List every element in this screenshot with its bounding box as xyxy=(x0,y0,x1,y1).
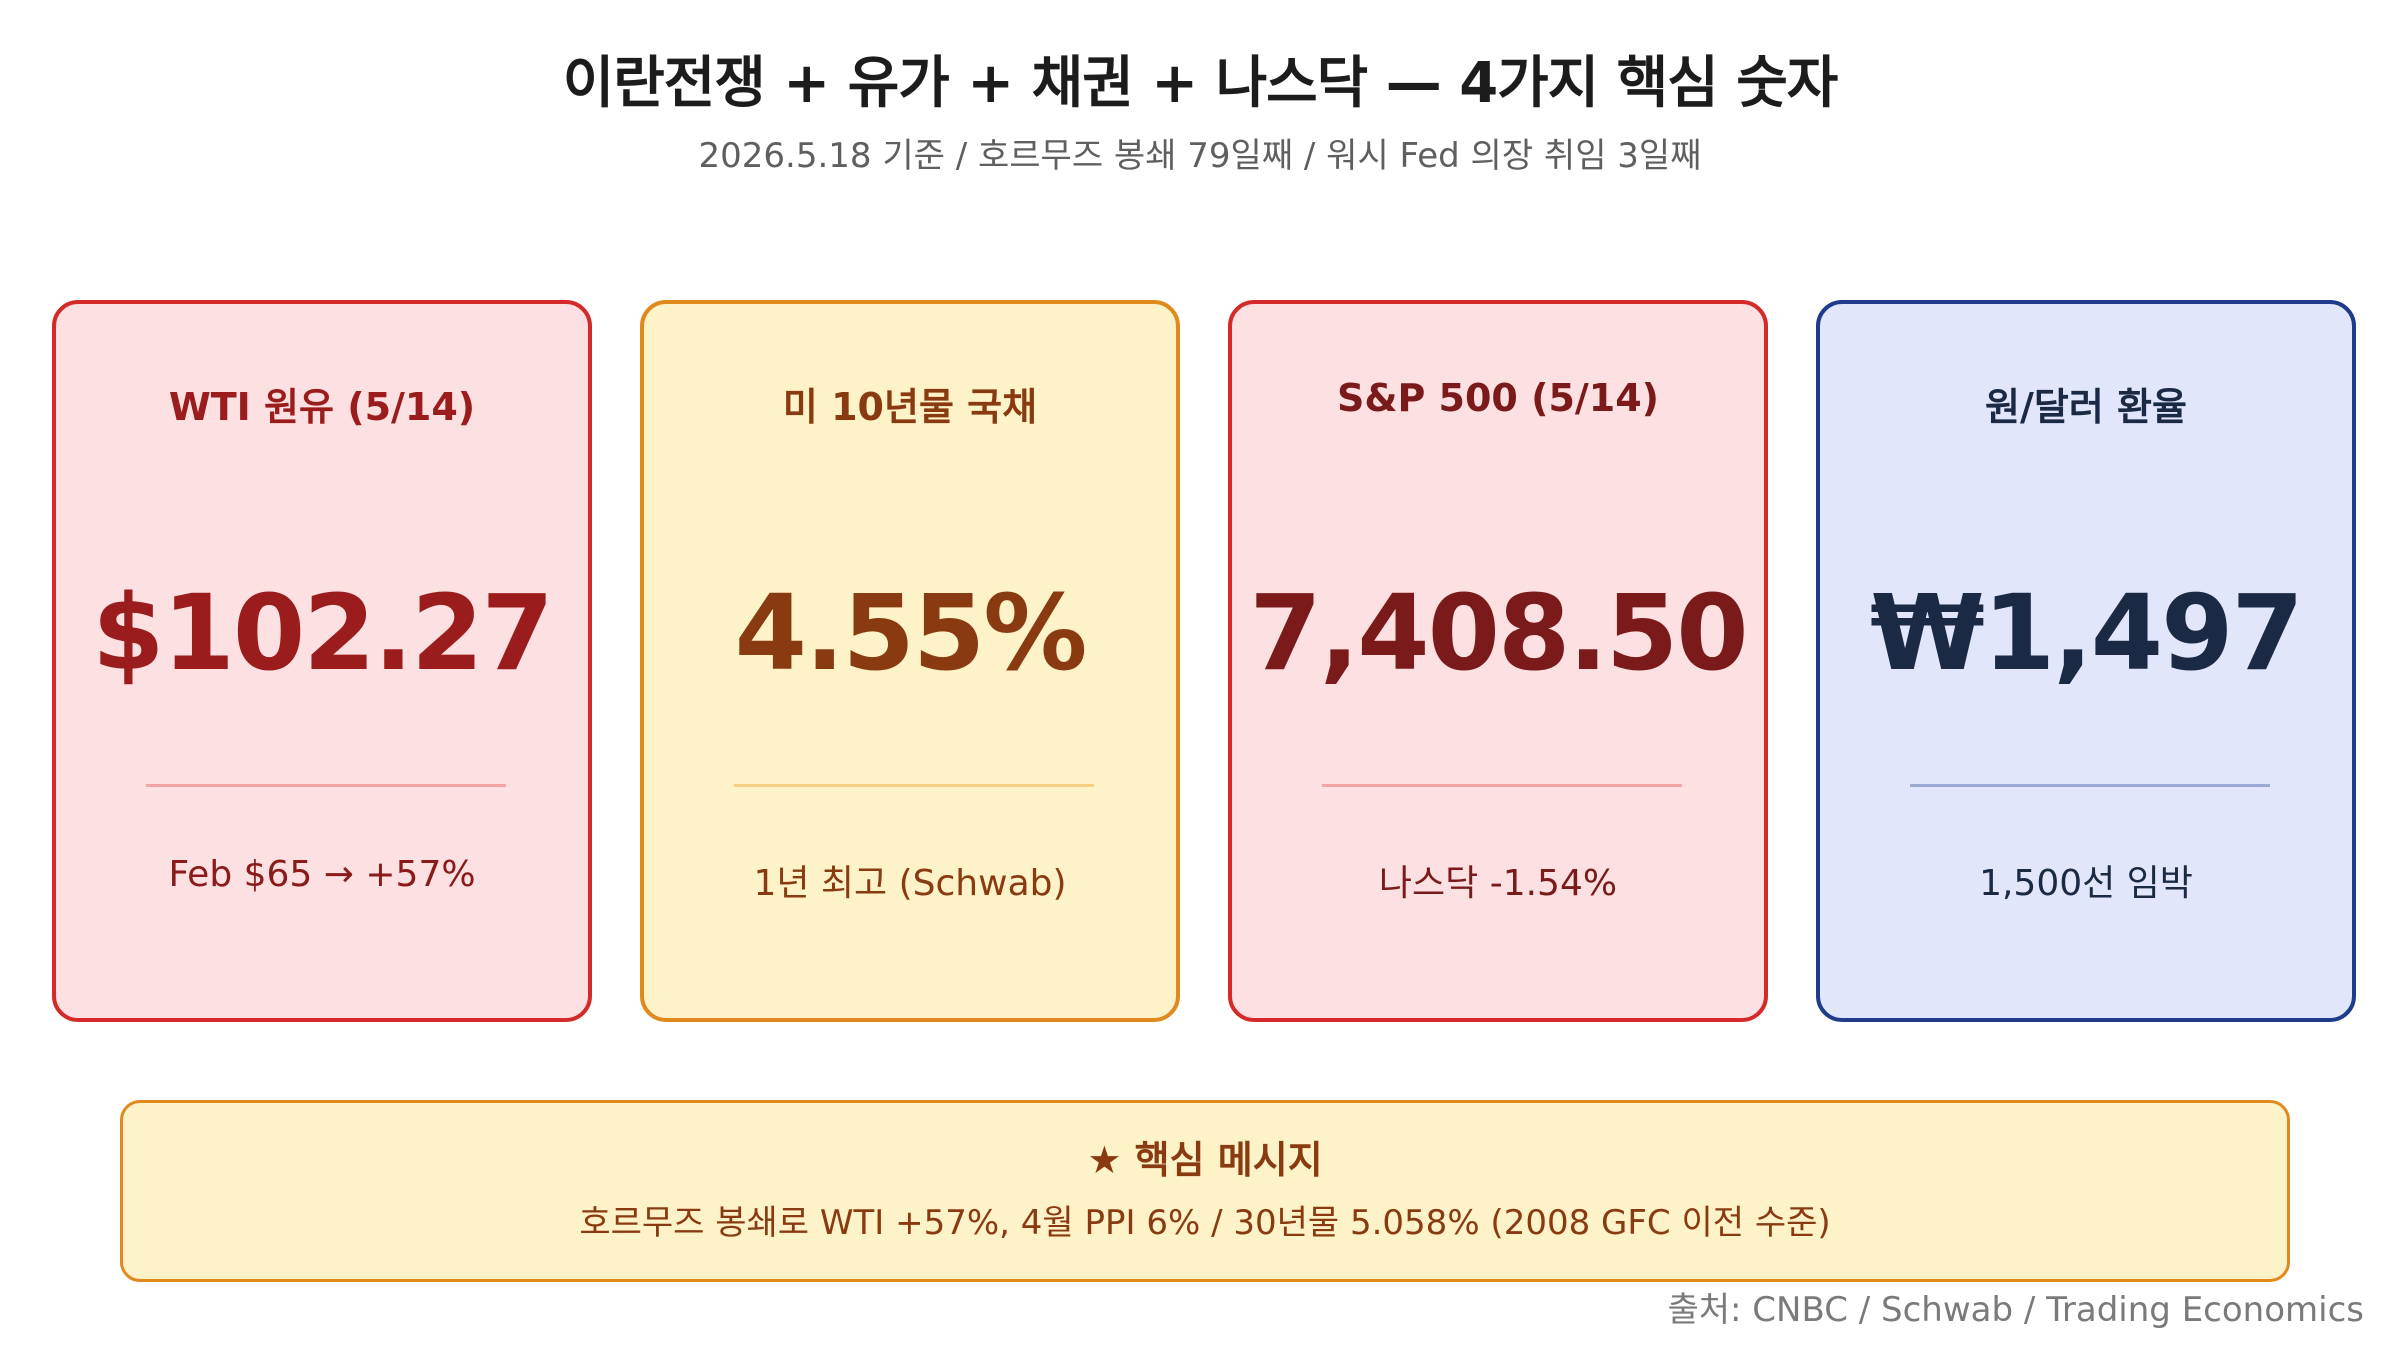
card-label: 미 10년물 국채 xyxy=(782,385,1038,429)
card-label: 원/달러 환율 xyxy=(1985,385,2187,429)
card-divider xyxy=(146,784,506,787)
key-message-title: ★ 핵심 메시지 xyxy=(1087,1138,1323,1182)
key-message-box: ★ 핵심 메시지 호르무즈 봉쇄로 WTI +57%, 4월 PPI 6% / … xyxy=(120,1100,2290,1282)
key-message-text: 호르무즈 봉쇄로 WTI +57%, 4월 PPI 6% / 30년물 5.05… xyxy=(579,1203,1831,1243)
card-note: 나스닥 -1.54% xyxy=(1378,863,1618,904)
card-sp500: S&P 500 (5/14) 7,408.50 나스닥 -1.54% xyxy=(1228,300,1768,1022)
card-value: ₩1,497 xyxy=(1870,572,2304,694)
card-label: S&P 500 (5/14) xyxy=(1336,376,1660,420)
card-divider xyxy=(1910,784,2270,787)
card-note: Feb $65 → +57% xyxy=(168,854,476,895)
card-treasury-10y: 미 10년물 국채 4.55% 1년 최고 (Schwab) xyxy=(640,300,1180,1022)
card-value: 4.55% xyxy=(734,572,1088,694)
card-krw-usd: 원/달러 환율 ₩1,497 1,500선 임박 xyxy=(1816,300,2356,1022)
card-note: 1,500선 임박 xyxy=(1979,863,2193,904)
card-value: $102.27 xyxy=(92,572,554,694)
card-divider xyxy=(734,784,1094,787)
card-divider xyxy=(1322,784,1682,787)
card-value: 7,408.50 xyxy=(1249,572,1748,694)
source-credit: 출처: CNBC / Schwab / Trading Economics xyxy=(1667,1290,2364,1330)
card-wti: WTI 원유 (5/14) $102.27 Feb $65 → +57% xyxy=(52,300,592,1022)
page-subtitle: 2026.5.18 기준 / 호르무즈 봉쇄 79일째 / 워시 Fed 의장 … xyxy=(698,136,1702,176)
page-title: 이란전쟁 + 유가 + 채권 + 나스닥 — 4가지 핵심 숫자 xyxy=(562,51,1839,116)
card-label: WTI 원유 (5/14) xyxy=(168,385,476,429)
card-note: 1년 최고 (Schwab) xyxy=(753,863,1067,904)
